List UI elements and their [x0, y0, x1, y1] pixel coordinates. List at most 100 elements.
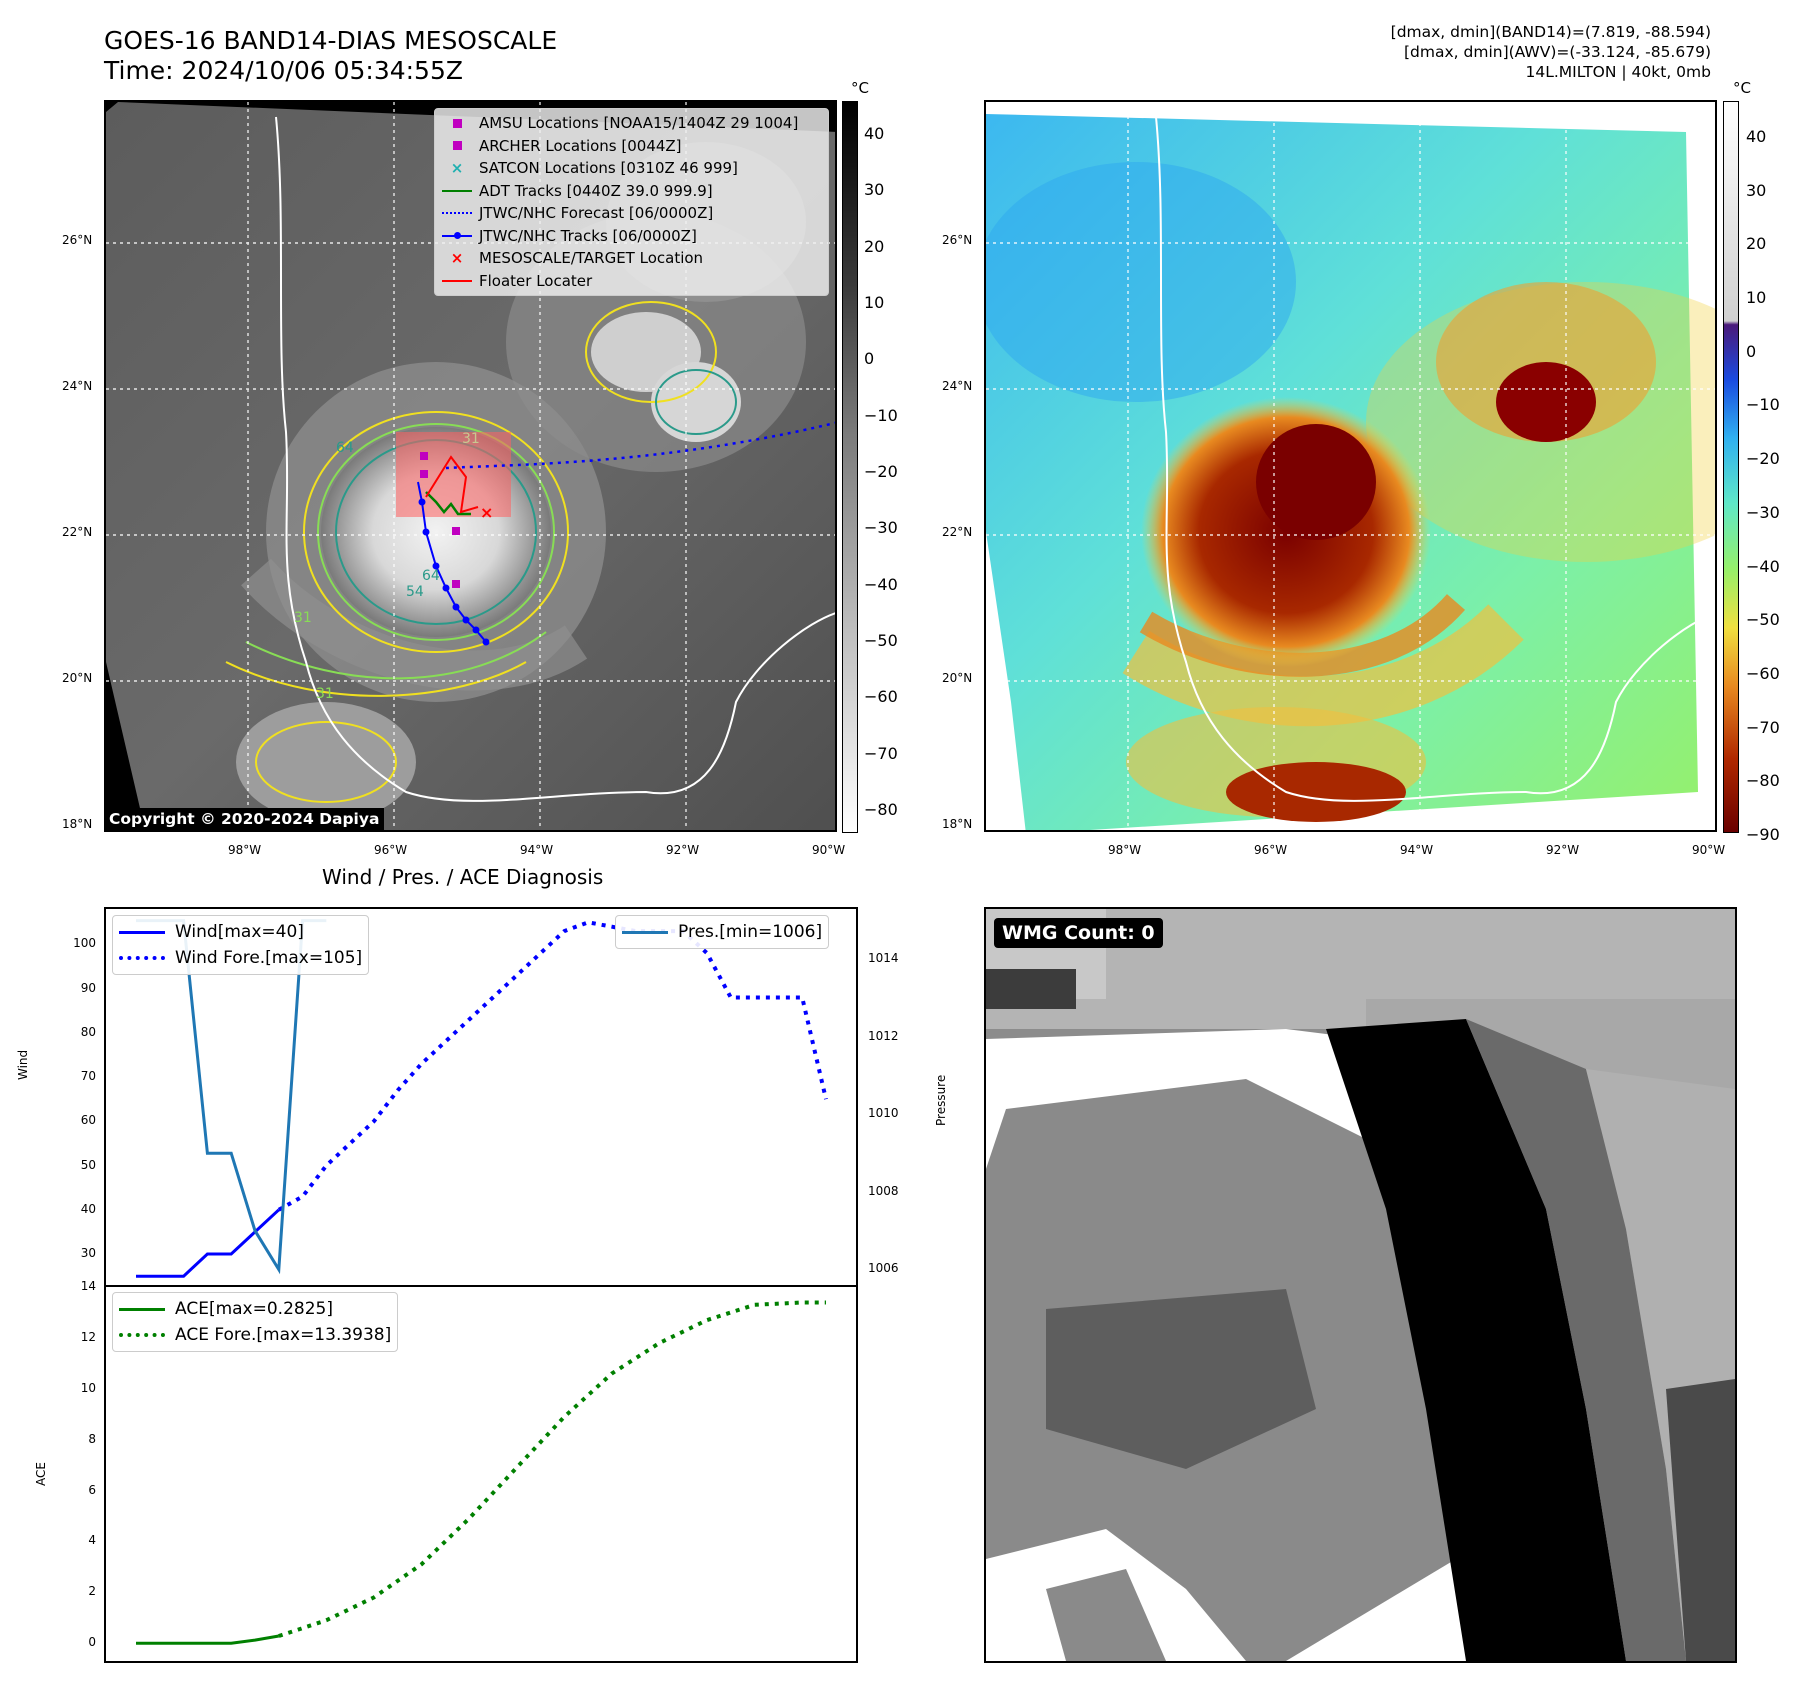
colorbar-tick-label: −30 — [1746, 502, 1780, 522]
y-tick-label: 1010 — [868, 1106, 899, 1121]
colorbar-tick-label: −50 — [1746, 610, 1780, 630]
colorbar-tick-label: −70 — [864, 743, 898, 763]
ace-chart — [104, 1285, 858, 1663]
series-line-ace-fore — [278, 1300, 826, 1638]
colorbar-tick-label: −40 — [864, 574, 898, 594]
y-tick-label: 0 — [88, 1635, 96, 1650]
pressure-axis-title: Pressure — [934, 1074, 948, 1126]
square-marker-icon — [452, 141, 462, 151]
x-marker-icon: × — [450, 159, 464, 178]
colorbar-tick-label: −60 — [1746, 664, 1780, 683]
legend-pressure: Pres.[min=1006] — [622, 919, 822, 945]
y-tick-label: 1006 — [868, 1261, 899, 1276]
legend-item-satcon: × SATCON Locations [0310Z 46 999] — [435, 157, 828, 180]
stats-line-2: [dmax, dmin](AWV)=(-33.124, -85.679) — [1404, 43, 1711, 61]
colorbar-right-unit: °C — [1733, 79, 1751, 97]
figure-title: GOES-16 BAND14-DIAS MESOSCALE Time: 2024… — [104, 26, 557, 86]
line-icon — [442, 279, 472, 282]
colorbar-tick-label: −70 — [1746, 717, 1780, 737]
stats-line-3: 14L.MILTON | 40kt, 0mb — [1525, 63, 1711, 81]
contour-label: 64 — [336, 440, 354, 456]
colorbar-tick-label: −90 — [1746, 825, 1780, 845]
lon-label: 94°W — [1400, 843, 1434, 857]
lon-label: 94°W — [520, 843, 554, 857]
contour-label: 64 — [422, 568, 440, 584]
title-line-2: Time: 2024/10/06 05:34:55Z — [104, 56, 463, 85]
lat-label: 20°N — [942, 671, 973, 685]
y-tick-label: 8 — [88, 1431, 96, 1446]
ace-plot — [136, 1300, 826, 1645]
lat-label: 18°N — [62, 817, 93, 831]
lat-label: 22°N — [62, 525, 93, 539]
colorbar-tick-label: −20 — [864, 462, 898, 481]
lat-label: 26°N — [942, 233, 973, 247]
colorbar-tick-label: 0 — [1746, 341, 1757, 361]
lat-label: 18°N — [942, 817, 973, 831]
lon-label: 96°W — [1254, 843, 1288, 857]
y-tick-label: 70 — [80, 1069, 96, 1084]
stats-line-1: [dmax, dmin](BAND14)=(7.819, -88.594) — [1390, 23, 1711, 41]
colorbar-tick-label: −10 — [864, 405, 898, 425]
colorbar-tick-label: −20 — [1746, 449, 1780, 469]
svg-text:×: × — [480, 503, 493, 522]
lon-label: 98°W — [228, 843, 262, 857]
ace-axis-title: ACE — [34, 1462, 48, 1486]
dotted-line-icon — [442, 212, 472, 215]
ace-legend: ACE[max=0.2825] ACE Fore.[max=13.3938] — [112, 1292, 399, 1352]
lon-label: 90°W — [812, 843, 846, 857]
y-tick-label: 14 — [80, 1279, 96, 1293]
map-legend: AMSU Locations [NOAA15/1404Z 29 1004] AR… — [434, 108, 829, 296]
lon-label: 92°W — [1546, 843, 1580, 857]
y-tick-label: 1012 — [868, 1028, 899, 1043]
lat-label: 24°N — [62, 379, 93, 393]
legend-item-target: × MESOSCALE/TARGET Location — [435, 247, 828, 270]
awv-map-image — [986, 102, 1715, 830]
wind-legend: Wind[max=40] Wind Fore.[max=105] — [112, 915, 370, 975]
colorbar-right — [1723, 101, 1739, 833]
lat-label: 26°N — [62, 233, 93, 247]
contour-label: 31 — [462, 431, 480, 447]
y-tick-label: 40 — [80, 1201, 96, 1216]
diag-title: Wind / Pres. / ACE Diagnosis — [322, 865, 604, 889]
colorbar-tick-label: 40 — [1746, 126, 1767, 146]
y-tick-label: 6 — [88, 1482, 96, 1497]
legend-ace: ACE[max=0.2825] — [119, 1296, 391, 1322]
wind-axis-title: Wind — [16, 1049, 30, 1080]
wmg-panel — [984, 907, 1737, 1663]
colorbar-tick-label: 30 — [1746, 180, 1767, 200]
legend-item-amsu: AMSU Locations [NOAA15/1404Z 29 1004] — [435, 112, 828, 135]
legend-item-floater: Floater Locater — [435, 270, 828, 293]
y-tick-label: 30 — [80, 1246, 96, 1261]
colorbar-left-unit: °C — [851, 79, 869, 97]
forecast-track — [445, 421, 835, 470]
series-line-wind — [136, 1208, 280, 1278]
colorbar-tick-label: −30 — [864, 518, 898, 538]
colorbar-tick-label: −50 — [864, 630, 898, 650]
y-tick-label: 60 — [80, 1113, 96, 1128]
colorbar-tick-label: 0 — [864, 349, 875, 369]
lon-label: 98°W — [1108, 843, 1142, 857]
title-line-1: GOES-16 BAND14-DIAS MESOSCALE — [104, 26, 558, 55]
floater-box — [396, 432, 511, 517]
lon-label: 96°W — [374, 843, 408, 857]
legend-item-archer: ARCHER Locations [0044Z] — [435, 135, 828, 158]
lat-label: 24°N — [942, 379, 973, 393]
colorbar-left — [842, 101, 858, 833]
line-icon — [442, 189, 472, 192]
y-tick-label: 4 — [88, 1533, 96, 1548]
copyright-label: Copyright © 2020-2024 Dapiya — [104, 808, 385, 830]
colorbar-tick-label: −10 — [1746, 395, 1780, 415]
y-tick-label: 80 — [80, 1024, 96, 1039]
legend-item-tracks: JTWC/NHC Tracks [06/0000Z] — [435, 225, 828, 248]
legend-item-forecast: JTWC/NHC Forecast [06/0000Z] — [435, 202, 828, 225]
colorbar-tick-label: 30 — [864, 180, 885, 200]
contour-label: 31 — [316, 686, 334, 702]
y-tick-label: 50 — [80, 1157, 96, 1172]
line-dot-icon — [442, 231, 472, 239]
wmg-count-label: WMG Count: 0 — [994, 918, 1163, 948]
legend-item-adt: ADT Tracks [0440Z 39.0 999.9] — [435, 180, 828, 203]
colorbar-tick-label: 10 — [1746, 288, 1767, 307]
lat-label: 20°N — [62, 671, 93, 685]
lat-label: 22°N — [942, 525, 973, 539]
colorbar-tick-label: 40 — [864, 124, 885, 144]
